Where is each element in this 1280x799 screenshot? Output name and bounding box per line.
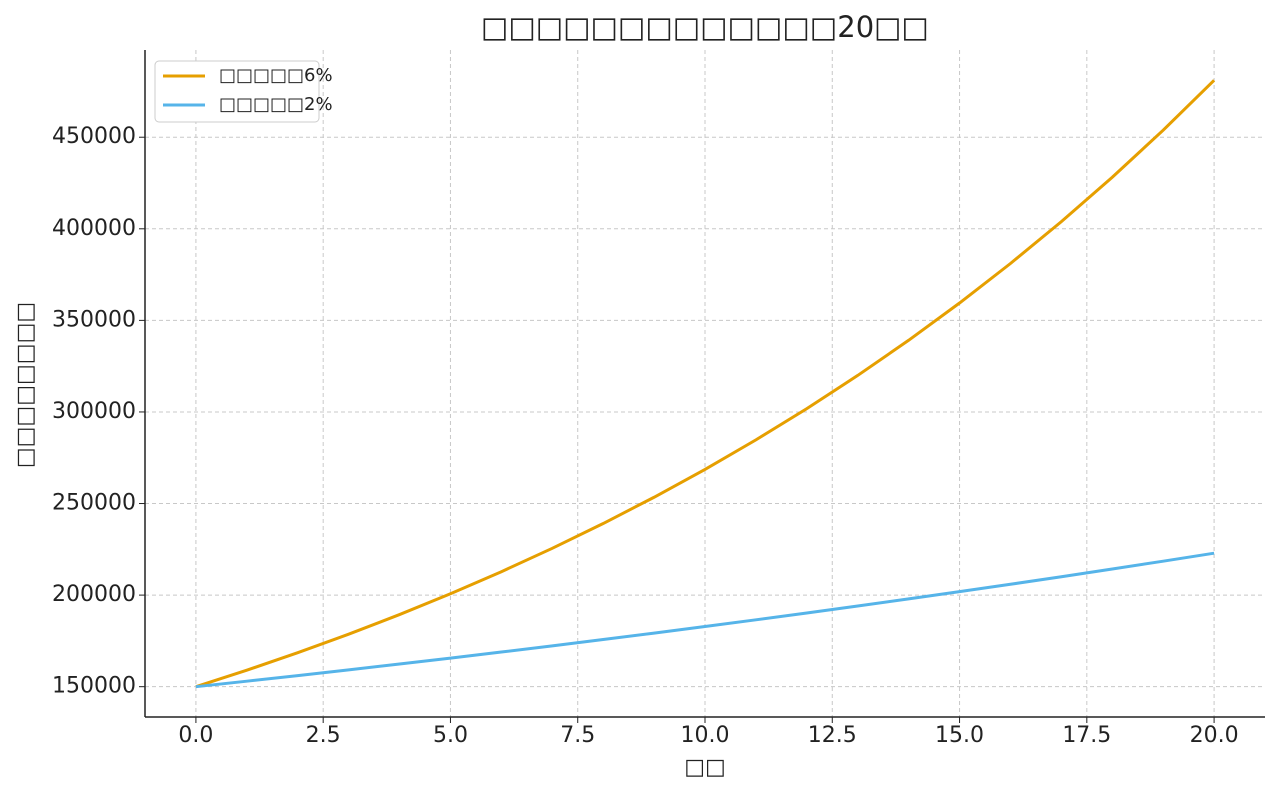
y-tick-label: 450000 <box>52 124 136 149</box>
y-axis-label: □□□□□□□□ <box>13 302 38 468</box>
legend-label: □□□□□6% <box>219 65 333 86</box>
legend-label: □□□□□2% <box>219 94 333 115</box>
x-tick-label: 5.0 <box>433 723 468 748</box>
chart-title: □□□□□□□□□□□□□20□□ <box>481 10 929 44</box>
x-tick-label: 0.0 <box>178 723 213 748</box>
x-tick-label: 20.0 <box>1190 723 1239 748</box>
y-tick-label: 400000 <box>52 216 136 241</box>
x-tick-label: 7.5 <box>560 723 595 748</box>
y-tick-label: 300000 <box>52 399 136 424</box>
x-tick-label: 15.0 <box>935 723 984 748</box>
series-line <box>195 79 1216 689</box>
legend: □□□□□6% □□□□□2% <box>154 60 333 123</box>
x-tick-label: 17.5 <box>1062 723 1111 748</box>
y-tick-label: 350000 <box>52 307 136 332</box>
y-tick-label: 200000 <box>52 582 136 607</box>
y-tick-label: 150000 <box>52 674 136 699</box>
x-axis-label: □□ <box>684 755 726 780</box>
x-tick-label: 2.5 <box>306 723 341 748</box>
y-tick-label: 250000 <box>52 491 136 516</box>
x-tick-label: 12.5 <box>808 723 857 748</box>
series-line <box>195 551 1215 689</box>
x-tick-label: 10.0 <box>681 723 730 748</box>
